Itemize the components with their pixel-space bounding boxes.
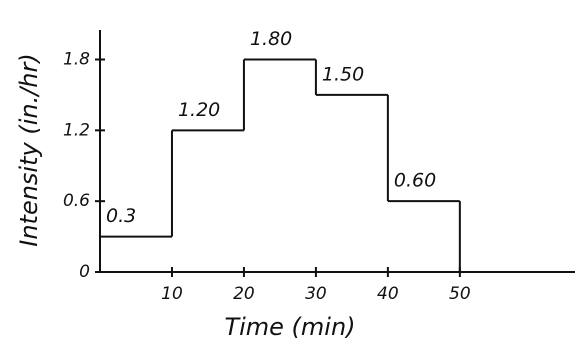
y-axis-label: Intensity (in./hr) (15, 53, 43, 247)
x-tick-label: 50 (449, 284, 471, 304)
y-tick-label: 1.2 (63, 120, 90, 140)
x-tick-label: 30 (305, 284, 327, 304)
x-axis-label: Time (min) (224, 313, 355, 341)
value-label: 0.3 (106, 205, 136, 227)
value-label: 1.50 (322, 63, 364, 85)
y-tick-label: 0.6 (63, 191, 90, 211)
y-tick-label: 0 (79, 262, 90, 282)
y-tick-label: 1.8 (63, 50, 90, 70)
x-tick-label: 40 (377, 284, 399, 304)
x-tick-label: 20 (233, 284, 255, 304)
value-label: 0.60 (394, 170, 436, 192)
x-tick-label: 10 (161, 284, 183, 304)
value-label: 1.20 (178, 99, 220, 121)
value-label: 1.80 (250, 28, 292, 50)
